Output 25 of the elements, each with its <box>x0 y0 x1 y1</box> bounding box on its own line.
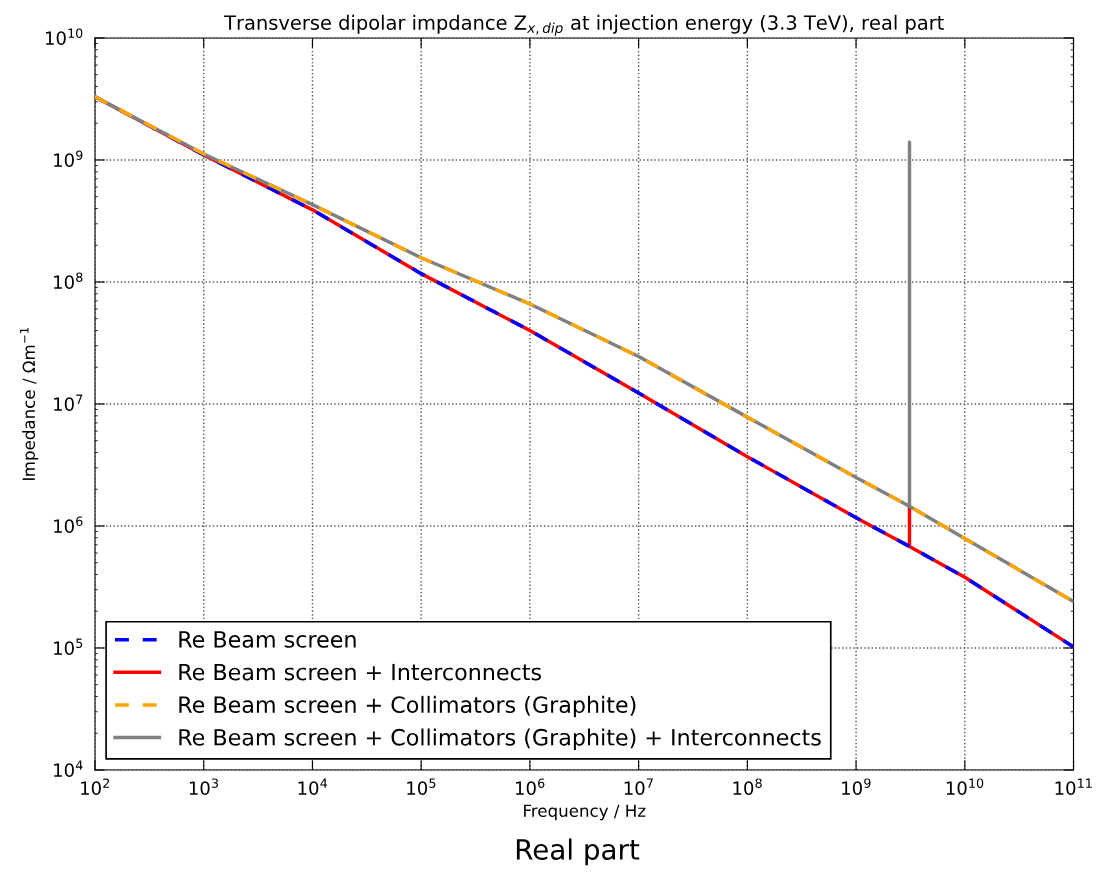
legend-label: Re Beam screen + Collimators (Graphite) + Interconnects <box>179 728 821 750</box>
x-tick-label: 10$^{9}$ <box>842 778 871 795</box>
x-tick-label: 10$^{5}$ <box>407 778 436 795</box>
legend-label: Re Beam screen + Interconnects <box>179 663 541 681</box>
y-tick-label: 10$^{8}$ <box>54 272 83 289</box>
chart-title: Transverse dipolar impdance Z$_{x,dip}$ at injection energy (3.3 TeV), real part <box>224 14 944 36</box>
x-axis-title: Frequency / Hz <box>524 804 646 821</box>
legend-label: Re Beam screen + Collimators (Graphite) <box>179 695 636 718</box>
y-axis-title: Impedance / Ωm$^{−1}$ <box>19 327 39 480</box>
x-tick-label: 10$^{2}$ <box>81 778 110 795</box>
y-tick-label: 10$^{7}$ <box>54 394 83 411</box>
x-tick-label: 10$^{3}$ <box>189 778 219 795</box>
y-tick-label: 10$^{4}$ <box>54 760 83 777</box>
x-tick-label: 10$^{6}$ <box>515 778 545 795</box>
x-tick-label: 10$^{7}$ <box>624 778 653 795</box>
y-tick-label: 10$^{10}$ <box>45 28 83 45</box>
y-tick-label: 10$^{6}$ <box>54 516 83 533</box>
text: Real part <box>516 838 640 866</box>
y-tick-label: 10$^{9}$ <box>54 150 83 167</box>
x-tick-label: 10$^{11}$ <box>1055 778 1092 795</box>
x-tick-label: 10$^{4}$ <box>298 778 328 795</box>
x-tick-label: 10$^{10}$ <box>946 778 984 795</box>
x-tick-label: 10$^{8}$ <box>733 778 762 795</box>
legend-label: Re Beam screen <box>179 631 356 648</box>
y-tick-label: 10$^{5}$ <box>54 638 83 655</box>
